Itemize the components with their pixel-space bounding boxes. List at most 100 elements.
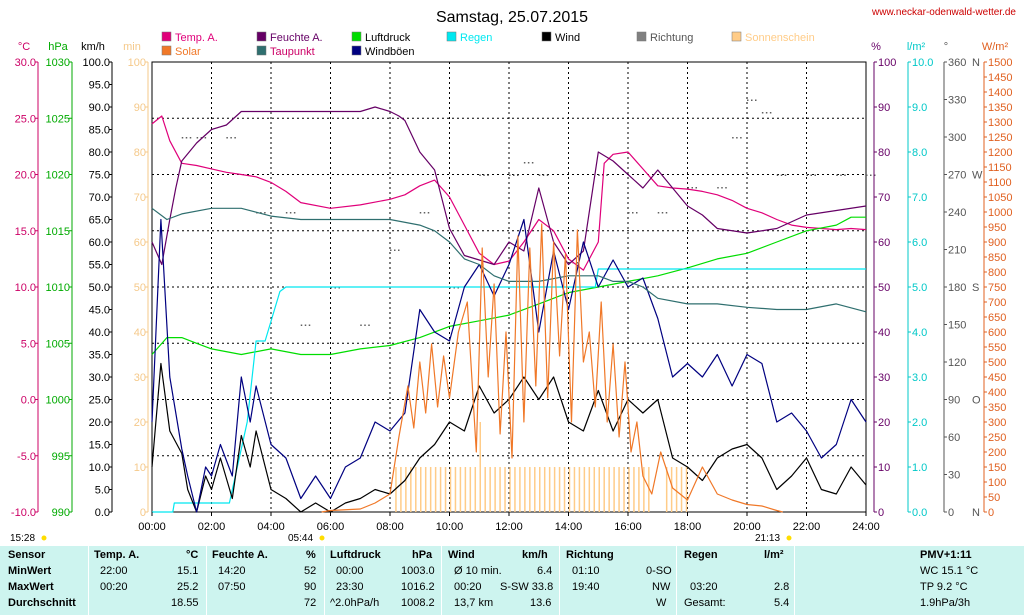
axis-tick-label: 150 <box>988 462 1006 474</box>
direction-dot <box>234 137 236 139</box>
direction-dot <box>226 137 228 139</box>
axis-tick-label: 1000 <box>988 207 1012 219</box>
rain-value: 2.8 <box>774 581 790 593</box>
axis-tick-label: 60 <box>134 237 146 249</box>
legend-swatch <box>161 45 172 56</box>
axis-tick-label: 80 <box>134 147 146 159</box>
x-tick-label: 06:00 <box>317 521 345 533</box>
wind-direction-value: S-SW 33.8 <box>500 581 554 593</box>
pressure-time: 23:30 <box>336 581 364 593</box>
legend-swatch <box>636 31 647 42</box>
col-separator <box>676 546 677 615</box>
direction-dot <box>264 212 266 214</box>
direction-dot <box>761 112 764 114</box>
axis-tick-label: 10 <box>134 462 146 474</box>
header-pressure-unit: hPa <box>412 549 433 561</box>
direction-dot <box>330 287 332 289</box>
pressure-value: 1016.2 <box>401 581 435 593</box>
series-line-regen <box>152 268 866 513</box>
direction-dot <box>427 212 430 214</box>
direction-value: NW <box>652 581 671 593</box>
header-wind-unit: km/h <box>522 549 548 561</box>
legend-swatch <box>256 31 267 42</box>
direction-dot <box>806 174 808 176</box>
legend-swatch <box>256 45 267 56</box>
header-sensor: Sensor <box>8 549 46 561</box>
direction-dot <box>200 137 203 139</box>
axis-tick-label: 120 <box>948 357 966 369</box>
rain-value: 5.4 <box>774 597 790 609</box>
sunshine-bars <box>395 422 688 512</box>
row-label: MaxWert <box>8 581 54 593</box>
axis-tick-label: 250 <box>988 432 1006 444</box>
row-label: MinWert <box>8 565 52 577</box>
axis-tick-label: 1015 <box>46 226 70 238</box>
direction-time: 19:40 <box>572 581 600 593</box>
direction-dot <box>747 99 749 101</box>
direction-dot <box>755 99 757 101</box>
header-pressure: Luftdruck <box>330 549 381 561</box>
direction-dot <box>725 187 727 189</box>
axis-tick-label: 1030 <box>46 57 70 69</box>
header-temp: Temp. A. <box>94 549 140 561</box>
direction-dot <box>479 174 481 176</box>
direction-dot <box>185 137 188 139</box>
axis-unit-direction: ° <box>944 41 948 53</box>
header-pmv: PMV+1:11 <box>920 549 972 561</box>
direction-dot <box>517 174 519 176</box>
direction-dot <box>368 324 370 326</box>
direction-dot <box>449 287 451 289</box>
axis-tick-label: 9.0 <box>912 102 927 114</box>
axis-tick-label: 100 <box>128 57 146 69</box>
axis-tick-label: 400 <box>988 387 1006 399</box>
pmv-extra: 1.9hPa/3h <box>920 597 971 609</box>
series-line-solar <box>321 223 783 513</box>
axis-tick-label: 0.0 <box>912 507 927 519</box>
direction-dot <box>836 174 838 176</box>
axis-tick-label: 200 <box>988 447 1006 459</box>
direction-dot <box>230 137 232 139</box>
axis-tick-label: 40.0 <box>89 327 110 339</box>
axis-tick-label: 1010 <box>46 282 70 294</box>
direction-dot <box>513 174 515 176</box>
axis-tick-label: 30 <box>134 372 146 384</box>
axis-tick-label: 80.0 <box>89 147 110 159</box>
direction-dot <box>531 162 534 164</box>
wind-value: 13.6 <box>530 597 552 609</box>
stats-table: Sensor Temp. A. °C Feuchte A. % Luftdruc… <box>0 546 1024 615</box>
x-tick-label: 10:00 <box>436 521 464 533</box>
x-tick-label: 18:00 <box>674 521 702 533</box>
header-humidity: Feuchte A. <box>212 549 268 561</box>
axis-tick-label: 50 <box>988 492 1000 504</box>
legend-label: Wind <box>555 32 580 44</box>
axis-tick-label: 30 <box>948 470 960 482</box>
left-axes: 30.025.020.015.010.05.00.0-5.0-10.0°C103… <box>11 41 149 519</box>
humidity-time: 14:20 <box>218 565 246 577</box>
axis-tick-label: 1200 <box>988 147 1012 159</box>
axis-tick-label: 800 <box>988 267 1006 279</box>
direction-dot <box>509 174 511 176</box>
axis-tick-label: 300 <box>948 132 966 144</box>
rain-total-label: Gesamt: <box>684 597 726 609</box>
legend: Temp. A. Feuchte A. Luftdruck Regen Wind Rich… <box>161 31 815 58</box>
direction-dot <box>776 174 779 176</box>
compass-letter: S <box>972 282 979 294</box>
axis-tick-label: 40 <box>134 327 146 339</box>
direction-value: 0-SO <box>646 565 672 577</box>
axis-tick-label: 95.0 <box>89 80 110 92</box>
direction-dot <box>636 212 638 214</box>
col-separator <box>559 546 560 615</box>
sunset-icon <box>786 535 792 541</box>
website-link[interactable]: www.neckar-odenwald-wetter.de <box>871 7 1016 18</box>
direction-dot <box>308 324 311 326</box>
axis-tick-label: 70 <box>134 192 146 204</box>
compass-letter: W <box>972 170 983 182</box>
legend-label: Luftdruck <box>365 32 411 44</box>
direction-dot <box>285 212 288 214</box>
axis-tick-label: 5.0 <box>21 338 36 350</box>
axis-tick-label: 330 <box>948 95 966 107</box>
direction-dot <box>189 137 192 139</box>
axis-tick-label: 80 <box>878 147 890 159</box>
axis-tick-label: 10.0 <box>15 282 36 294</box>
axis-tick-label: 5.0 <box>95 485 110 497</box>
